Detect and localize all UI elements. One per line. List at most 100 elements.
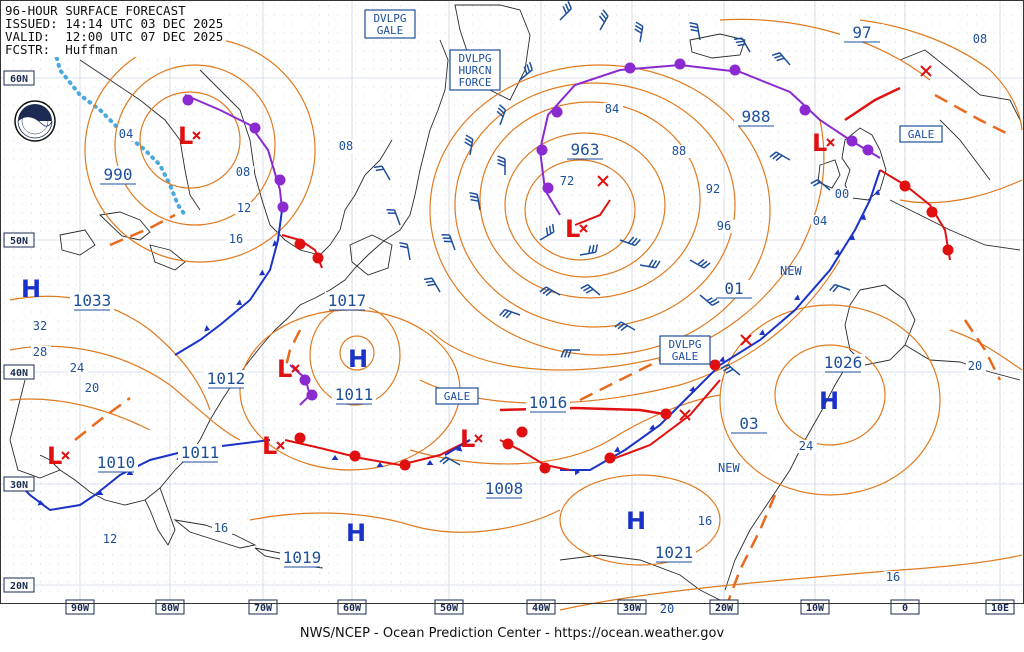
pressure-value-label: 1011 — [181, 443, 220, 462]
warning-gale-mid-box — [435, 387, 479, 405]
warm-front-semicircle-icon — [674, 58, 686, 70]
isobar-label: 00 — [835, 187, 849, 201]
cold-front-triangle-icon — [376, 462, 384, 467]
warm-front-semicircle-icon — [306, 389, 318, 401]
wind-barb-icon — [720, 364, 741, 376]
lat-label: 40N — [10, 368, 28, 379]
wind-barb-icon — [469, 191, 481, 211]
pressure-label-bg — [332, 386, 376, 404]
isobar-label-bg — [833, 188, 853, 201]
low-pressure-icon: L — [277, 355, 292, 383]
lat-label-box — [3, 70, 35, 86]
lon-label: 40W — [532, 603, 551, 614]
new-label-east: NEW — [780, 264, 802, 278]
isobar-label: 12 — [103, 532, 117, 546]
wind-barb-icon — [579, 244, 599, 256]
occluded-front-inner — [574, 199, 611, 226]
cold-front-triangle-icon — [426, 460, 434, 465]
low-pressure-icon: L — [262, 432, 277, 460]
wind-barb-icon — [539, 286, 561, 297]
pressure-label-bg — [280, 549, 324, 567]
cold-front-triangle-icon — [331, 455, 339, 460]
header-forecaster: FCSTR: Huffman — [5, 42, 118, 57]
isobar-label-bg — [971, 33, 991, 46]
warm-front-semicircle-icon — [349, 450, 361, 462]
isobar-label-bg — [966, 360, 986, 373]
warning-gale-east-text: GALE — [908, 128, 935, 141]
isobar-label: 04 — [813, 214, 827, 228]
wind-barb-icon — [639, 259, 661, 269]
wind-barb-icon — [439, 456, 461, 466]
isobar-label: 20 — [968, 359, 982, 373]
isobar-label: 16 — [214, 521, 228, 535]
isobar-label: 32 — [33, 319, 47, 333]
warm-arrow-2 — [844, 86, 901, 122]
pressure-label-bg — [325, 292, 369, 310]
wind-barb-icon — [733, 37, 751, 53]
track-markers — [597, 65, 932, 421]
wind-barb-icon — [771, 52, 791, 66]
warm-front-semicircle-icon — [604, 452, 616, 464]
warm-front-semicircle-icon — [277, 201, 289, 213]
low-center-x-icon — [826, 138, 835, 147]
lat-label: 60N — [10, 74, 28, 85]
lat-label-box — [3, 476, 35, 492]
pressure-label-bg — [526, 394, 570, 412]
isobar-label-bg — [884, 571, 904, 584]
wind-barb-icon — [497, 155, 506, 175]
warning-dvlpg-hurricane-force-text: DVLPG — [458, 52, 491, 65]
pressure-value-label: 1026 — [824, 353, 863, 372]
front-symbols — [37, 58, 954, 506]
wind-barb-icon — [689, 258, 711, 269]
warm-front-semicircle-icon — [660, 408, 672, 420]
isobar-label-bg — [117, 128, 137, 141]
warm-front-semicircle-icon — [539, 462, 551, 474]
isobar-label: 24 — [70, 361, 84, 375]
cold-front-triangle-icon — [759, 329, 765, 335]
warm-front-semicircle-icon — [926, 206, 938, 218]
cold-front-triangle-icon — [860, 214, 866, 220]
pressure-value-label: 1010 — [97, 453, 136, 472]
pressure-value-label: 03 — [739, 414, 758, 433]
cold-front-triangle-icon — [874, 189, 880, 195]
cold-front-main — [560, 169, 881, 471]
cold-front-triangle-icon — [649, 424, 655, 430]
low-pressure-icon: L — [812, 129, 827, 157]
pressure-label-bg — [482, 480, 526, 498]
cold-front-mid — [444, 439, 471, 456]
fronts — [14, 63, 951, 512]
pressure-label-bg — [204, 370, 248, 388]
footer-credit: NWS/NCEP - Ocean Prediction Center - htt… — [299, 626, 725, 641]
warm-front-semicircle-icon — [624, 62, 636, 74]
pressure-value-label: 1021 — [655, 543, 694, 562]
isobar-label: 88 — [672, 144, 686, 158]
wind-barb-icon — [560, 349, 580, 358]
warm-front-semicircle-icon — [551, 106, 563, 118]
wind-barb-icon — [539, 223, 555, 241]
pressure-label-bg — [652, 544, 696, 562]
pressure-label-bg — [821, 354, 865, 372]
cold-front-triangle-icon — [259, 269, 265, 276]
pressure-label-bg — [70, 292, 114, 310]
warm-front-semicircle-icon — [862, 144, 874, 156]
warning-dvlpg-gale-mid-box — [659, 335, 711, 365]
header-issued: ISSUED: 14:14 UTC 03 DEC 2025 — [5, 16, 224, 31]
cold-front-triangle-icon — [236, 299, 242, 305]
wind-barb-icon — [614, 321, 636, 332]
isobar-label-bg — [696, 515, 716, 528]
pressure-label-bg — [96, 166, 140, 184]
new-label-south: NEW — [718, 461, 740, 475]
lat-axis-labels: 60N 50N 40N 30N 20N — [3, 70, 35, 593]
isobar-label-bg — [658, 603, 678, 616]
isobar-label-bg — [670, 145, 690, 158]
warning-dvlpg-gale-top-text: GALE — [377, 24, 404, 37]
isobar-label-bg — [337, 140, 357, 153]
cold-front-west — [174, 209, 283, 356]
troughs — [74, 93, 1011, 611]
pressure-label-bg — [563, 141, 607, 159]
wind-barb-icon — [423, 277, 441, 293]
wind-barb-icon — [441, 234, 456, 251]
pressure-value-label: 1016 — [529, 393, 568, 412]
noaa-logo-icon — [14, 100, 56, 142]
wind-barb-icon — [399, 241, 411, 261]
